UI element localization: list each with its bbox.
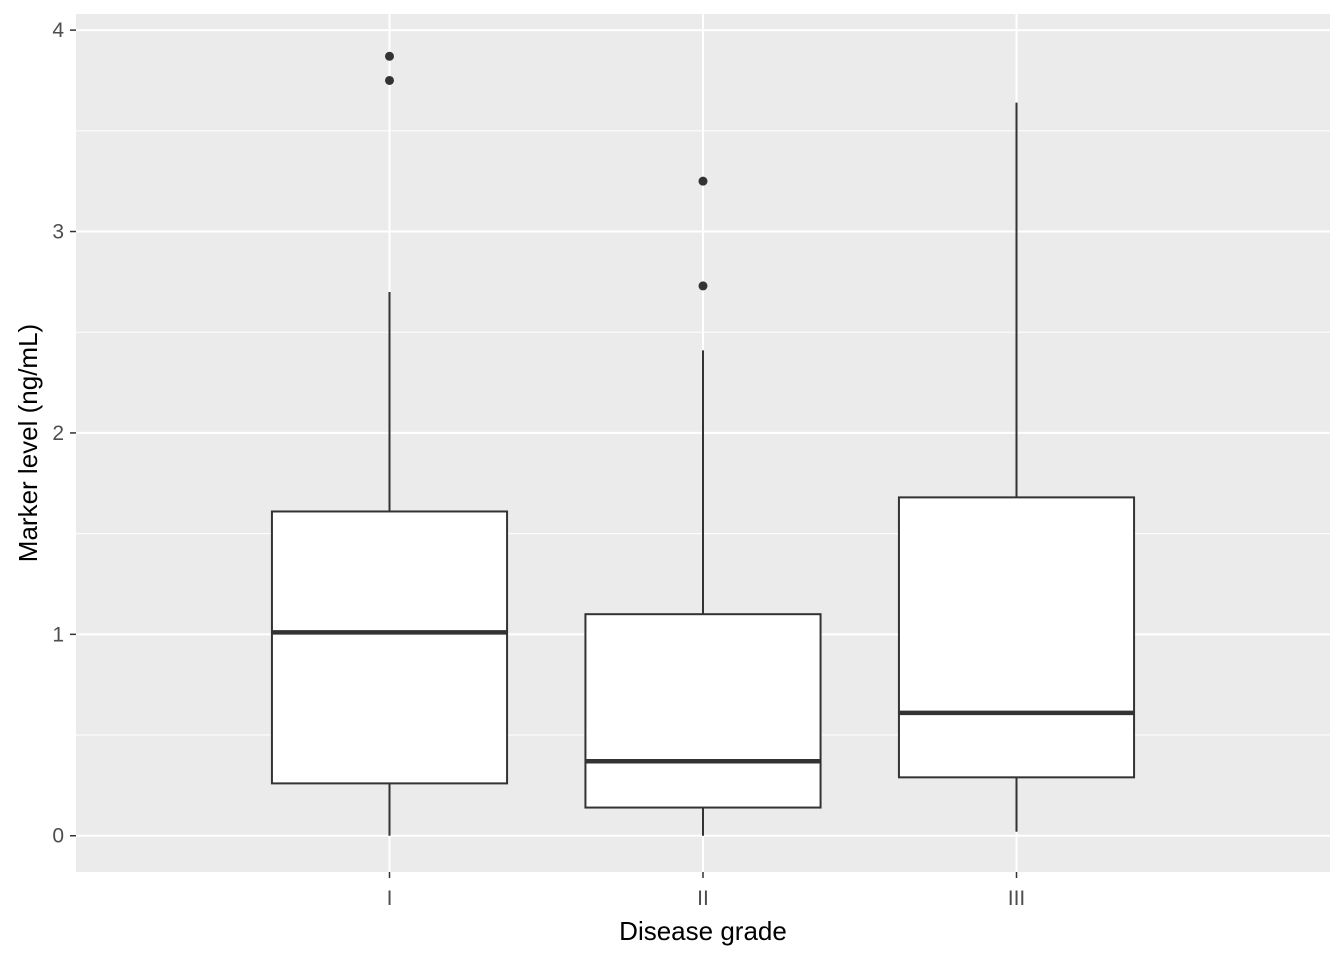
box-group-I xyxy=(270,51,509,836)
outlier-point xyxy=(385,51,394,61)
x-axis: I II III xyxy=(387,872,1026,910)
boxes xyxy=(270,51,1136,836)
y-tick-label: 3 xyxy=(52,221,64,244)
y-axis-title: Marker level (ng/mL) xyxy=(13,324,43,562)
box-group-II xyxy=(584,176,822,836)
y-tick-label: 1 xyxy=(52,623,64,646)
y-tick-label: 2 xyxy=(52,422,64,445)
outlier-point xyxy=(698,176,708,186)
box-group-III xyxy=(897,102,1136,832)
x-tick-label: II xyxy=(697,887,709,910)
outlier-point xyxy=(385,75,394,85)
x-tick-label: I xyxy=(387,887,393,910)
y-tick-label: 4 xyxy=(52,19,64,42)
box xyxy=(897,496,1136,779)
y-axis: 0 1 2 3 4 xyxy=(52,19,76,848)
box xyxy=(584,613,822,809)
box xyxy=(270,510,509,785)
outlier-point xyxy=(698,281,708,291)
x-axis-title: Disease grade xyxy=(619,916,787,946)
x-tick-label: III xyxy=(1008,887,1026,910)
y-tick-label: 0 xyxy=(52,825,64,848)
